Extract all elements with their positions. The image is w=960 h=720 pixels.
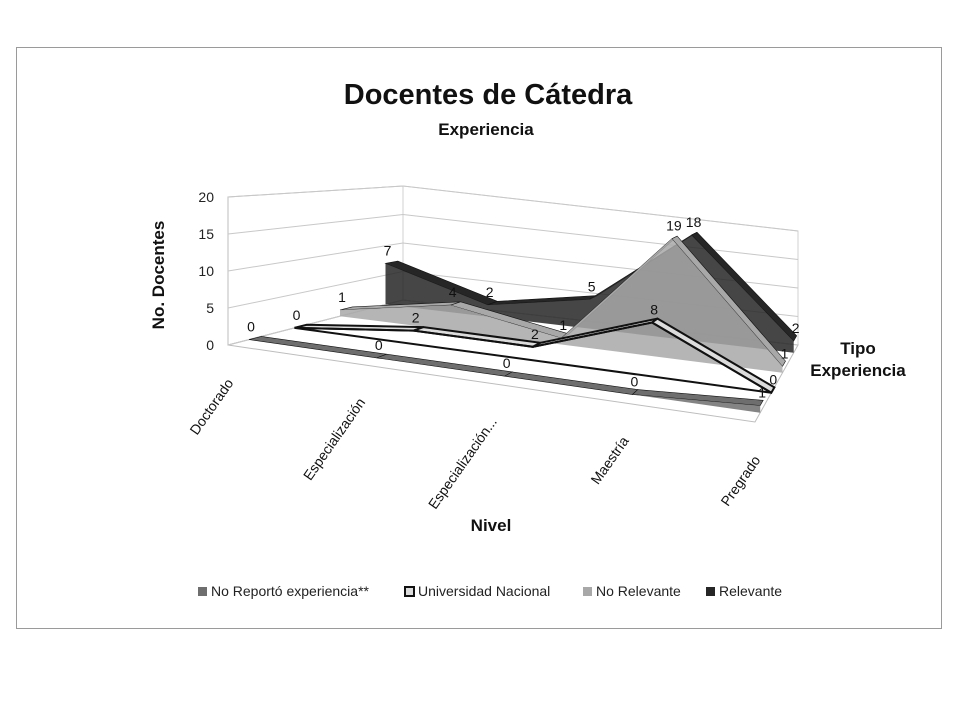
series-layer xyxy=(248,231,798,413)
data-label: 0 xyxy=(503,355,511,371)
series-segment xyxy=(671,235,786,367)
y-tick-label: 15 xyxy=(198,226,214,242)
legend-label: No Relevante xyxy=(596,583,681,599)
data-label: 0 xyxy=(769,372,777,388)
data-label: 1 xyxy=(781,345,789,361)
data-label: 1 xyxy=(758,385,766,401)
data-label: 2 xyxy=(792,320,800,336)
data-label: 0 xyxy=(293,307,301,323)
x-tick-label: Maestría xyxy=(587,433,631,487)
series-2 xyxy=(339,235,786,373)
series-baseline xyxy=(294,326,772,394)
y-tick-label: 0 xyxy=(206,337,214,353)
legend-label: No Reportó experiencia** xyxy=(211,583,370,599)
data-label: 2 xyxy=(486,284,494,300)
series-1 xyxy=(294,317,776,395)
gridline xyxy=(227,185,799,232)
y-tick-label: 10 xyxy=(198,263,214,279)
series-segment xyxy=(376,353,514,377)
legend-swatch xyxy=(404,586,415,597)
chart-title: Docentes de Cátedra xyxy=(344,79,633,111)
data-label: 8 xyxy=(650,302,658,318)
data-label: 5 xyxy=(588,278,596,294)
data-label: 0 xyxy=(631,374,639,390)
depth-axis-title: Tipo Experiencia xyxy=(810,339,906,380)
data-label: 7 xyxy=(384,242,392,258)
y-tick-label: 20 xyxy=(198,189,214,205)
series-segment xyxy=(691,231,798,342)
y-tick-label: 5 xyxy=(206,300,214,316)
legend-label: Universidad Nacional xyxy=(418,583,550,599)
series-line xyxy=(294,321,772,394)
series-segment xyxy=(503,371,639,395)
legend-swatch xyxy=(198,587,207,596)
x-tick-label: Especialización... xyxy=(425,414,500,512)
legend: No Reportó experiencia** Universidad Naci… xyxy=(198,583,782,599)
data-label: 19 xyxy=(666,218,682,234)
x-tick-label: Pregrado xyxy=(717,452,763,509)
chart-subtitle: Experiencia xyxy=(438,120,534,139)
x-tick-label: Especialización xyxy=(300,395,368,483)
x-axis-title: Nivel xyxy=(471,516,512,535)
data-label: 2 xyxy=(531,326,539,342)
data-label: 0 xyxy=(375,337,383,353)
y-axis-title: No. Docentes xyxy=(149,221,168,330)
data-label: 1 xyxy=(338,289,346,305)
series-0 xyxy=(248,336,764,413)
series-segment xyxy=(631,389,764,406)
data-label: 4 xyxy=(449,284,457,300)
legend-swatch xyxy=(583,587,592,596)
series-area xyxy=(340,238,783,373)
series-area xyxy=(249,339,761,413)
data-label: 18 xyxy=(686,214,702,230)
data-label: 1 xyxy=(559,317,567,333)
legend-label: Relevante xyxy=(719,583,782,599)
data-label: 0 xyxy=(247,319,255,335)
x-tick-label: Doctorado xyxy=(186,375,236,437)
series-segment xyxy=(248,336,387,359)
legend-swatch xyxy=(706,587,715,596)
data-label: 2 xyxy=(412,310,420,326)
